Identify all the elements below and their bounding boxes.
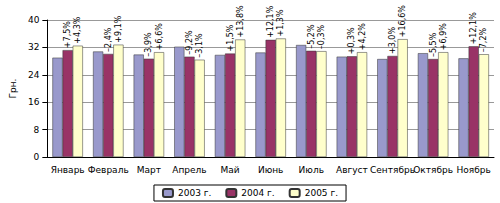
svg-text:Июнь: Июнь	[258, 165, 284, 175]
svg-text:2004 г.: 2004 г.	[241, 188, 274, 198]
svg-text:+12,1%: +12,1%	[469, 12, 478, 45]
svg-text:+13,8%: +13,8%	[236, 5, 245, 38]
svg-text:+4,2%: +4,2%	[358, 23, 367, 50]
svg-text:2003 г.: 2003 г.	[178, 188, 211, 198]
svg-text:+4,3%: +4,3%	[73, 16, 82, 43]
svg-text:+6,6%: +6,6%	[155, 23, 164, 50]
svg-text:+3,0%: +3,0%	[388, 27, 397, 54]
svg-text:32: 32	[28, 42, 39, 52]
svg-text:+12,1%: +12,1%	[266, 5, 275, 38]
svg-text:Ноябрь: Ноябрь	[457, 165, 491, 175]
svg-text:Август: Август	[336, 165, 368, 175]
svg-text:Апрель: Апрель	[172, 165, 206, 175]
svg-text:+9,1%: +9,1%	[114, 15, 123, 42]
svg-text:Февраль: Февраль	[88, 165, 129, 175]
svg-text:–2,4%: –2,4%	[104, 27, 113, 52]
svg-text:–0,3%: –0,3%	[317, 24, 326, 49]
svg-text:–3,9%: –3,9%	[144, 32, 153, 57]
svg-text:2005 г.: 2005 г.	[305, 188, 338, 198]
svg-text:Грн.: Грн.	[8, 79, 18, 99]
svg-text:+7,5%: +7,5%	[63, 21, 72, 48]
svg-text:+1,5%: +1,5%	[226, 24, 235, 51]
svg-text:40: 40	[28, 15, 40, 25]
svg-text:+1,3%: +1,3%	[276, 9, 285, 36]
svg-text:Сентябрь: Сентябрь	[370, 165, 415, 175]
svg-text:8: 8	[34, 125, 40, 135]
svg-text:–9,2%: –9,2%	[185, 30, 194, 55]
svg-text:0: 0	[34, 152, 40, 162]
svg-text:16: 16	[28, 97, 40, 107]
svg-text:Октябрь: Октябрь	[413, 165, 453, 175]
svg-text:Январь: Январь	[51, 165, 85, 175]
svg-text:–5,5%: –5,5%	[429, 32, 438, 57]
svg-text:+6,9%: +6,9%	[439, 23, 448, 50]
svg-text:–3,1%: –3,1%	[195, 33, 204, 58]
svg-text:–7,2%: –7,2%	[479, 28, 488, 53]
svg-text:Июль: Июль	[299, 165, 324, 175]
svg-text:+16,6%: +16,6%	[398, 5, 407, 38]
svg-text:Март: Март	[137, 165, 161, 175]
svg-text:24: 24	[28, 70, 40, 80]
svg-text:+0,3%: +0,3%	[347, 27, 356, 54]
svg-text:Май: Май	[221, 165, 240, 175]
svg-text:–5,2%: –5,2%	[307, 24, 316, 49]
